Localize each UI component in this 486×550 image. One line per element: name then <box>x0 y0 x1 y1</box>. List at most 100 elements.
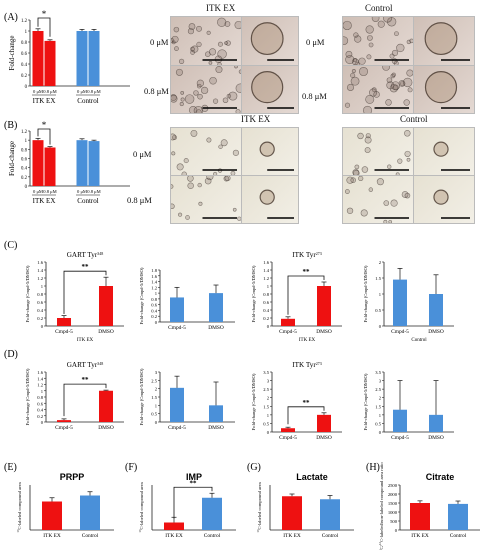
cell <box>234 66 238 69</box>
cell <box>190 50 195 55</box>
cell <box>205 51 211 57</box>
category-label-b-bar: 0.8 μM <box>43 189 56 194</box>
cell <box>217 17 227 27</box>
ylabel-text: C-labeled compound area <box>17 482 22 529</box>
cell <box>396 43 405 53</box>
cell <box>354 61 360 65</box>
cell <box>382 66 390 71</box>
category-label-b-bar: 0 μM <box>77 189 87 194</box>
cell-aggregate <box>433 189 449 205</box>
y-tick-label-b: 1 <box>25 139 28 144</box>
title-superscript: 273 <box>316 361 322 366</box>
y-tick-label-a: 0.4 <box>21 63 28 68</box>
cell <box>188 23 196 30</box>
a-itk-conc-08: 0.8 μM <box>144 86 169 96</box>
ylabel-sup: 13 <box>256 529 260 533</box>
cell <box>357 132 364 140</box>
cell <box>407 87 413 93</box>
cell-aggregate <box>259 189 275 205</box>
cell <box>187 176 194 182</box>
category-label-d4: Cmpd-5 <box>391 435 409 441</box>
b-ctrl-08-high <box>413 175 475 224</box>
bar-g-0 <box>282 496 302 530</box>
y-axis-label-d4: Fold-change (Cmpd-5/DMSO) <box>363 373 368 430</box>
ylabel-text: Fold-change (Cmpd-5/DMSO) <box>25 265 30 322</box>
y-tick-label-d1: 1.4 <box>37 376 43 381</box>
a-ctrl-0-low-art <box>343 17 413 65</box>
y-axis-label-b: Fold-change <box>8 141 16 176</box>
y-axis-label-d2: Fold-change (Cmpd-5/DMSO) <box>139 368 144 425</box>
cell <box>222 97 229 104</box>
panel-label-b: (B) <box>4 120 17 131</box>
y-tick-label-d3: 0 <box>267 430 270 435</box>
cell <box>350 76 360 86</box>
y-tick-label-c4: 2 <box>379 260 382 265</box>
category-label-c1: DMSO <box>98 329 114 335</box>
y-tick-label-d4: 1.5 <box>375 404 381 409</box>
bar-d1-1 <box>99 390 113 422</box>
y-tick-label-a: 0.2 <box>21 74 28 79</box>
cell <box>351 69 356 73</box>
significance-marker-c3: ** <box>303 268 311 276</box>
y-tick-label-d3: 3 <box>267 379 270 384</box>
y-tick-label-c1: 1 <box>41 284 44 289</box>
y-tick-label-b: 0.8 <box>21 148 28 153</box>
category-label-c2: DMSO <box>208 325 224 331</box>
bar-d2-1 <box>209 405 223 422</box>
y-axis-label-f: 13C-labeled compound area <box>138 482 144 532</box>
y-tick-label-d3: 1 <box>267 413 270 418</box>
chart-e: ITK EX Control PRPP 13C-labeled compound ar… <box>16 472 114 539</box>
y-tick-label-c2: 1.4 <box>151 280 157 285</box>
cell <box>184 94 195 104</box>
y-axis-label-c2: Fold-change (Cmpd-5/DMSO) <box>139 267 144 324</box>
cell <box>176 163 184 171</box>
category-label-c3: DMSO <box>316 329 332 335</box>
cell <box>403 99 410 106</box>
y-tick-label-d2: 0 <box>155 420 158 425</box>
y-tick-label-c2: 0.8 <box>151 297 157 302</box>
cell <box>171 94 178 103</box>
cell <box>344 102 351 108</box>
chart-c3: 0 0.2 0.4 0.6 0.8 1 1.2 1.4 1.6 Cmpd-5 DMSO ITK Tyr… <box>251 251 342 343</box>
y-tick-label-c1: 0.8 <box>37 292 43 297</box>
cell <box>395 172 400 175</box>
chart-a-bar: 0 μM 0.8 μM 0 μM 0.8 μM <box>29 20 130 94</box>
a-itk-header: ITK EX <box>206 3 236 13</box>
cell-aggregate <box>433 141 449 157</box>
b-itk-0-high <box>241 127 299 176</box>
category-label-d1: Cmpd-5 <box>55 425 73 431</box>
cell <box>368 187 374 192</box>
category-label-a-bar: 0 μM <box>77 89 87 94</box>
bar-d4-0 <box>393 409 407 432</box>
panel-label-g: (G) <box>247 462 261 473</box>
y-axis-label-g: 13C-labeled compound area <box>256 482 262 532</box>
y-tick-label-a: 1 <box>25 30 28 35</box>
a-ctrl-0-high-art <box>424 22 470 61</box>
cell <box>394 31 399 37</box>
y-tick-label-d3: 1.5 <box>263 404 269 409</box>
cell <box>386 77 393 83</box>
cell <box>397 158 403 164</box>
cell <box>195 109 202 113</box>
y-tick-label-d4: 1 <box>379 413 382 418</box>
cell <box>217 41 223 47</box>
bar-c1-1 <box>99 286 113 326</box>
y-tick-label-c3: 1.2 <box>263 276 269 281</box>
a-itk-08-high <box>241 65 299 114</box>
y-tick-label-a: 1.2 <box>21 19 28 24</box>
category-label-f: Control <box>204 533 221 539</box>
y-tick-label-c4: 1.5 <box>375 276 381 281</box>
y-axis-label-d3: Fold-change (Cmpd-5/DMSO) <box>251 373 256 430</box>
panel-label-c: (C) <box>4 240 17 251</box>
b-control-header: Control <box>400 114 428 124</box>
ylabel-text: Fold-change (Cmpd-5/DMSO) <box>251 373 256 430</box>
b-itk-08-low <box>170 175 242 224</box>
group-label-itk-a: ITK EX <box>33 97 56 105</box>
bar-d3-0 <box>281 428 295 432</box>
title-superscript: 348 <box>97 251 103 256</box>
bar-d1-0 <box>57 420 71 422</box>
bar-d3-1 <box>317 414 331 432</box>
ylabel-text: C/ <box>379 544 384 549</box>
ylabel-text: C-labeled/non-labeled compound area rati… <box>379 462 384 542</box>
y-axis-label-d1: Fold-change (Cmpd-5/DMSO) <box>25 368 30 425</box>
